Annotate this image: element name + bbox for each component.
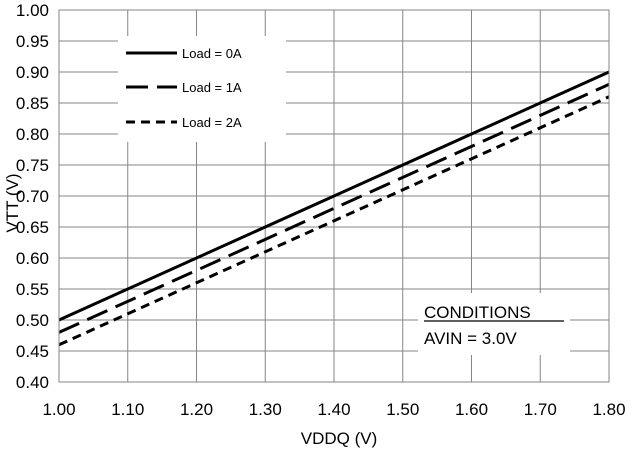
y-tick-label: 0.45 bbox=[16, 342, 49, 361]
legend-label: Load = 1A bbox=[182, 80, 242, 95]
legend-label: Load = 0A bbox=[182, 46, 242, 61]
series-line-load-0a bbox=[58, 70, 610, 322]
x-tick-label: 1.00 bbox=[42, 400, 75, 419]
y-tick-label: 0.90 bbox=[16, 63, 49, 82]
plot-area-frame bbox=[58, 9, 610, 383]
conditions-box bbox=[418, 293, 570, 355]
x-tick-label: 1.40 bbox=[317, 400, 350, 419]
y-tick-label: 0.50 bbox=[16, 311, 49, 330]
conditions-text: AVIN = 3.0V bbox=[424, 329, 517, 348]
y-tick-label: 0.80 bbox=[16, 125, 49, 144]
y-tick-label: 0.70 bbox=[16, 187, 49, 206]
x-tick-label: 1.70 bbox=[524, 400, 557, 419]
conditions-annotation: CONDITIONS AVIN = 3.0V bbox=[418, 293, 570, 355]
x-tick-labels: 1.00 1.10 1.20 1.30 1.40 1.50 1.60 1.70 1.80 bbox=[42, 400, 625, 419]
y-tick-label: 0.85 bbox=[16, 94, 49, 113]
y-tick-label: 0.95 bbox=[16, 32, 49, 51]
y-tick-label: 0.65 bbox=[16, 218, 49, 237]
y-tick-labels: 0.40 0.45 0.50 0.55 0.60 0.65 0.70 0.75 0.80 0.85… bbox=[16, 1, 49, 392]
series-line-load-1a bbox=[58, 83, 610, 334]
x-tick-label: 1.10 bbox=[111, 400, 144, 419]
y-tick-label: 0.40 bbox=[16, 373, 49, 392]
series-lines bbox=[58, 70, 610, 347]
legend: Load = 0A Load = 1A Load = 2A bbox=[118, 36, 286, 142]
y-tick-label: 0.75 bbox=[16, 156, 49, 175]
y-tick-label: 0.55 bbox=[16, 280, 49, 299]
x-axis-title: VDDQ (V) bbox=[301, 429, 378, 448]
x-tick-label: 1.20 bbox=[180, 400, 213, 419]
y-axis-title: VTT (V) bbox=[3, 173, 22, 232]
y-tick-label: 1.00 bbox=[16, 1, 49, 20]
y-tick-label: 0.60 bbox=[16, 249, 49, 268]
x-tick-label: 1.30 bbox=[249, 400, 282, 419]
conditions-heading: CONDITIONS bbox=[424, 303, 531, 322]
x-tick-label: 1.80 bbox=[592, 400, 625, 419]
x-tick-label: 1.60 bbox=[455, 400, 488, 419]
legend-label: Load = 2A bbox=[182, 115, 242, 130]
series-line-load-2a bbox=[58, 95, 610, 347]
x-tick-label: 1.50 bbox=[386, 400, 419, 419]
